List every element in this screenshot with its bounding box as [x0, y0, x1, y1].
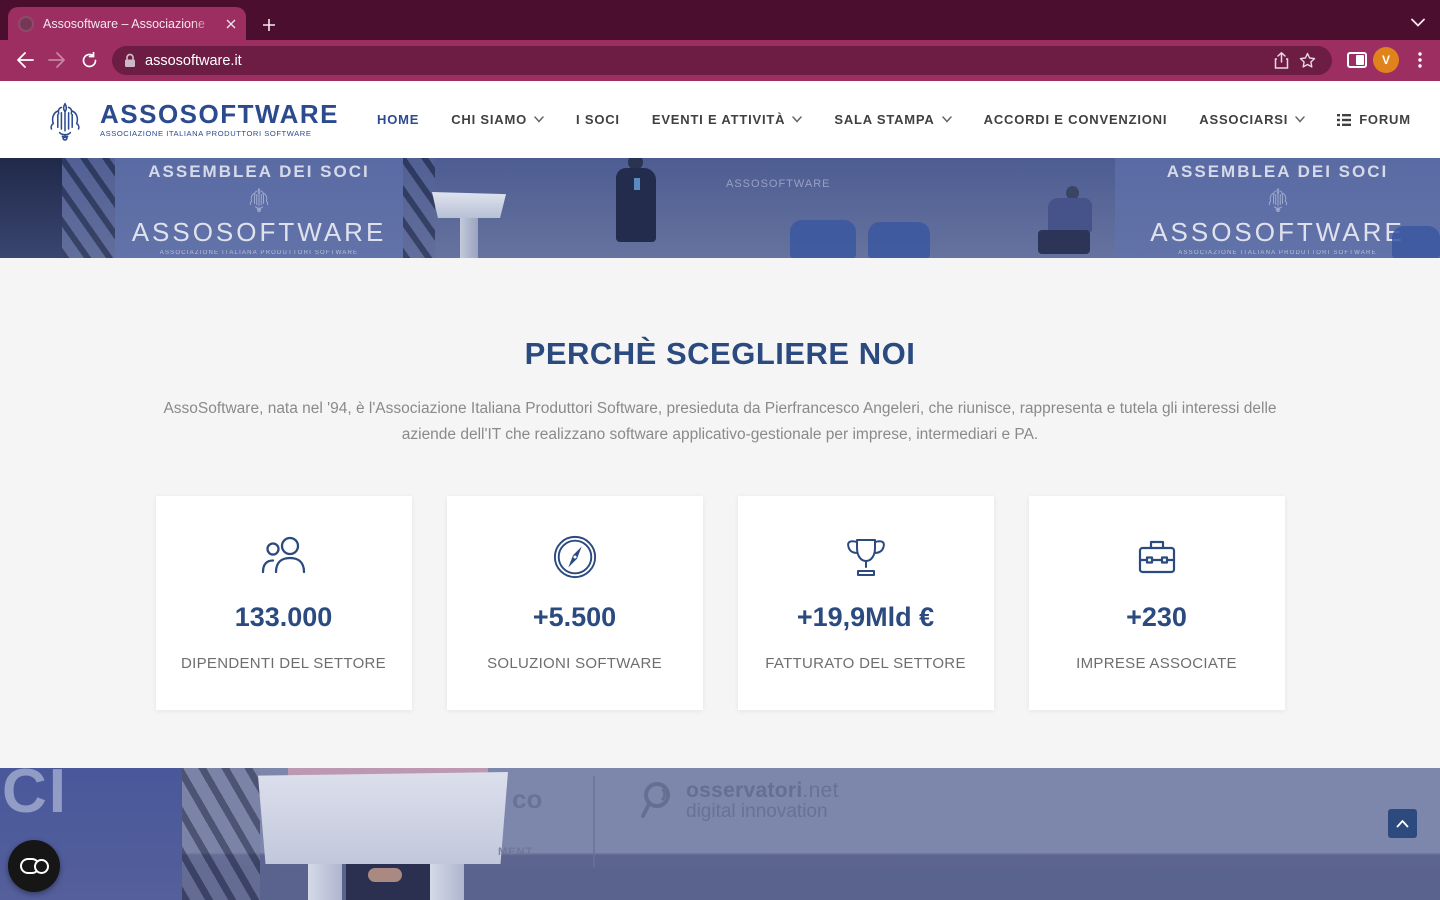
- footer-image: CI co MENT osservatori.net digital innov…: [0, 768, 1440, 900]
- stat-value: +19,9Mld €: [796, 602, 935, 632]
- site-header: ASSOSOFTWARE ASSOCIAZIONE ITALIANA PRODU…: [0, 81, 1440, 158]
- eagle-logo-icon: [1261, 184, 1295, 214]
- hero-banner-title: ASSEMBLEA DEI SOCI: [1166, 162, 1389, 181]
- hero-banner-left: ASSEMBLEA DEI SOCI ASSOSOFTWARE ASSOCIAZ…: [115, 158, 403, 258]
- hero-truss: [62, 158, 115, 258]
- hero-chair: [790, 220, 856, 258]
- hero-chair: [868, 222, 930, 258]
- nav-item-chi-siamo[interactable]: CHI SIAMO: [451, 102, 544, 137]
- logo-tagline: ASSOCIAZIONE ITALIANA PRODUTTORI SOFTWAR…: [100, 129, 312, 138]
- footer-truss: [182, 768, 260, 900]
- compass-icon: [447, 532, 703, 582]
- tab-list-chevron-icon[interactable]: [1406, 12, 1430, 32]
- stat-card-dipendenti: 133.000 DIPENDENTI DEL SETTORE: [155, 496, 412, 710]
- stat-label: DIPENDENTI DEL SETTORE: [181, 655, 386, 672]
- stat-card-imprese: +230 IMPRESE ASSOCIATE: [1028, 496, 1285, 710]
- nav-item-accordi[interactable]: ACCORDI E CONVENZIONI: [983, 112, 1168, 127]
- hero-chair: [1392, 226, 1440, 258]
- nav-item-associarsi[interactable]: ASSOCIARSI: [1199, 102, 1305, 137]
- stat-card-soluzioni: +5.500 SOLUZIONI SOFTWARE: [446, 496, 703, 710]
- url-text: assosoftware.it: [145, 52, 242, 69]
- section-paragraph: AssoSoftware, nata nel '94, è l'Associaz…: [163, 400, 1277, 443]
- footer-lectern-leg: [430, 864, 464, 900]
- accessibility-widget-button[interactable]: [8, 840, 60, 892]
- osservatori-logo: osservatori.net digital innovation: [640, 780, 839, 822]
- osservatori-text: osservatori: [686, 779, 803, 802]
- hero-banner-tagline: ASSOCIAZIONE ITALIANA PRODUTTORI SOFTWAR…: [159, 250, 359, 256]
- stat-value: 133.000: [234, 602, 333, 632]
- tab-close-icon[interactable]: [222, 15, 240, 33]
- people-icon: [156, 532, 412, 582]
- why-choose-us-section: PERCHÈ SCEGLIERE NOI AssoSoftware, nata …: [0, 258, 1440, 768]
- hero-banner-brand: ASSOSOFTWARE: [131, 217, 387, 247]
- hero-speaker-figure: [604, 158, 668, 258]
- scroll-to-top-button[interactable]: [1388, 809, 1417, 838]
- logo-title: ASSOSOFTWARE: [100, 99, 340, 129]
- eagle-logo-icon: [242, 184, 276, 214]
- footer-left-letters: CI: [2, 768, 68, 826]
- chevron-down-icon: [792, 116, 803, 123]
- accessibility-icon: [33, 858, 49, 874]
- section-heading: PERCHÈ SCEGLIERE NOI: [524, 336, 916, 371]
- footer-speaker-hands: [368, 868, 402, 882]
- magnifier-logo-icon: [641, 782, 670, 818]
- stats-cards: 133.000 DIPENDENTI DEL SETTORE +5.500 SO…: [0, 496, 1440, 710]
- osservatori-net-text: .net: [802, 779, 839, 802]
- stat-label: IMPRESE ASSOCIATE: [1076, 655, 1237, 672]
- tab-favicon-icon: [18, 15, 34, 32]
- address-bar[interactable]: assosoftware.it: [112, 46, 1332, 75]
- back-button[interactable]: [10, 45, 40, 75]
- footer-wall-logo-fragment: co: [512, 784, 543, 814]
- hero-wall-text: ASSOSOFTWARE: [726, 178, 831, 190]
- reload-button[interactable]: [74, 45, 104, 75]
- browser-menu-icon[interactable]: [1408, 48, 1432, 72]
- hero-stage-wing: [0, 158, 62, 258]
- briefcase-icon: [1029, 532, 1285, 582]
- site-logo[interactable]: ASSOSOFTWARE ASSOCIAZIONE ITALIANA PRODU…: [38, 98, 339, 142]
- hero-banner-title: ASSEMBLEA DEI SOCI: [148, 162, 370, 181]
- browser-tab[interactable]: Assosoftware – Associazione It: [8, 7, 246, 40]
- forward-button[interactable]: [42, 45, 72, 75]
- eagle-logo-icon: [38, 98, 92, 142]
- footer-lectern-leg: [308, 864, 342, 900]
- profile-avatar[interactable]: V: [1373, 47, 1399, 73]
- chevron-down-icon: [1295, 116, 1305, 123]
- nav-item-home[interactable]: HOME: [377, 112, 420, 127]
- footer-wall-logo-fragment: MENT: [498, 846, 534, 858]
- list-icon: [1337, 113, 1352, 126]
- hero-banner-brand: ASSOSOFTWARE: [1150, 217, 1405, 247]
- bookmark-star-icon[interactable]: [1294, 48, 1320, 74]
- hero-truss: [403, 158, 435, 258]
- main-nav: HOME CHI SIAMO I SOCI EVENTI E ATTIVITÀ …: [361, 100, 1440, 140]
- trophy-icon: [738, 532, 994, 582]
- tab-title-fade: [190, 7, 218, 40]
- tab-title: Assosoftware – Associazione It: [43, 16, 205, 31]
- stat-card-fatturato: +19,9Mld € FATTURATO DEL SETTORE: [737, 496, 994, 710]
- chevron-down-icon: [941, 116, 952, 123]
- footer-lectern: [258, 772, 508, 864]
- chevron-down-icon: [534, 116, 544, 123]
- hero-banner-right: ASSEMBLEA DEI SOCI ASSOSOFTWARE ASSOCIAZ…: [1115, 158, 1440, 258]
- stat-label: FATTURATO DEL SETTORE: [765, 655, 966, 672]
- stat-value: +230: [1126, 602, 1187, 632]
- stat-label: SOLUZIONI SOFTWARE: [487, 655, 662, 672]
- browser-toolbar: assosoftware.it V: [0, 40, 1440, 81]
- nav-item-eventi[interactable]: EVENTI E ATTIVITÀ: [652, 102, 803, 137]
- nav-item-forum[interactable]: FORUM: [1337, 102, 1411, 137]
- browser-tab-strip: Assosoftware – Associazione It: [0, 0, 1440, 40]
- lock-icon: [125, 53, 135, 67]
- chevron-up-icon: [1396, 820, 1409, 828]
- stat-value: +5.500: [532, 602, 617, 632]
- hero-seated-figure: [1038, 186, 1096, 258]
- share-icon[interactable]: [1268, 48, 1294, 74]
- hero-image: ASSEMBLEA DEI SOCI ASSOSOFTWARE ASSOCIAZ…: [0, 158, 1440, 258]
- new-tab-button[interactable]: [256, 12, 282, 38]
- side-panel-icon[interactable]: [1345, 48, 1369, 72]
- nav-item-i-soci[interactable]: I SOCI: [576, 112, 620, 127]
- hero-banner-tagline: ASSOCIAZIONE ITALIANA PRODUTTORI SOFTWAR…: [1178, 250, 1377, 256]
- footer-wall-divider: [593, 776, 595, 868]
- hero-lectern: [432, 192, 506, 258]
- osservatori-subtext: digital innovation: [686, 801, 828, 822]
- nav-item-sala-stampa[interactable]: SALA STAMPA: [834, 102, 952, 137]
